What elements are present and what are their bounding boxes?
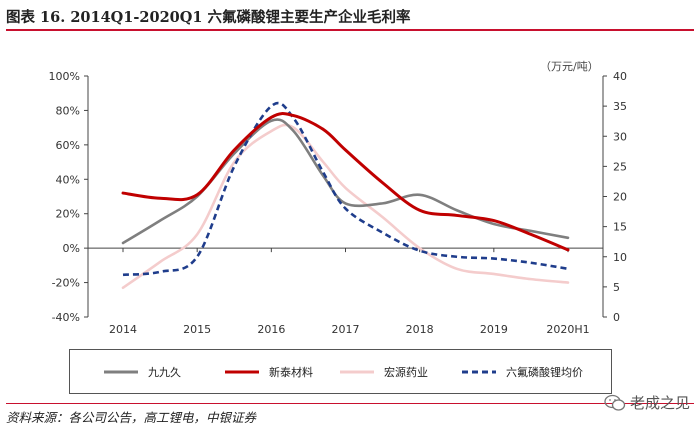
y-left-tick-label: -40% bbox=[52, 311, 80, 324]
x-tick-label: 2020H1 bbox=[546, 323, 589, 336]
x-tick-label: 2016 bbox=[257, 323, 285, 336]
series-line-0 bbox=[121, 118, 570, 245]
y-right-tick-label: 5 bbox=[613, 281, 620, 294]
y-left-tick-label: 80% bbox=[56, 104, 80, 117]
legend-label-xintai: 新泰材料 bbox=[269, 366, 313, 379]
source-note: 资料来源：各公司公告，高工锂电，中银证券 bbox=[6, 410, 257, 425]
y-right-tick-label: 15 bbox=[613, 221, 627, 234]
y-right-tick-label: 25 bbox=[613, 160, 627, 173]
y-right-tick-label: 30 bbox=[613, 130, 627, 143]
x-tick-label: 2015 bbox=[183, 323, 211, 336]
y-left-tick-label: 60% bbox=[56, 139, 80, 152]
y-left-tick-label: -20% bbox=[52, 277, 80, 290]
legend-label-lipf6-price: 六氟磷酸锂均价 bbox=[506, 366, 583, 379]
legend-swatch-lipf6-price bbox=[462, 370, 496, 374]
title-rule bbox=[6, 29, 694, 31]
legend-swatch-jiujiujiu bbox=[104, 370, 138, 374]
y-right-tick-label: 20 bbox=[613, 191, 627, 204]
legend-swatch-hongyuan bbox=[340, 370, 374, 374]
legend-swatch-xintai bbox=[225, 370, 259, 374]
x-tick-label: 2017 bbox=[332, 323, 360, 336]
series-line-2 bbox=[121, 123, 570, 290]
x-tick-label: 2014 bbox=[109, 323, 137, 336]
legend-item-lipf6-price: 六氟磷酸锂均价 bbox=[462, 364, 583, 380]
y-right-tick-label: 40 bbox=[613, 70, 627, 83]
legend-item-jiujiujiu: 九九久 bbox=[104, 364, 181, 380]
legend-item-xintai: 新泰材料 bbox=[225, 364, 313, 380]
watermark: 老成之见 bbox=[604, 392, 690, 413]
y-right-tick-label: 35 bbox=[613, 100, 627, 113]
x-tick-label: 2018 bbox=[406, 323, 434, 336]
y-right-tick-label: 10 bbox=[613, 251, 627, 264]
chart-title: 图表 16. 2014Q1-2020Q1 六氟磷酸锂主要生产企业毛利率 bbox=[6, 9, 411, 26]
series-line-3 bbox=[122, 101, 569, 277]
x-tick-label: 2019 bbox=[480, 323, 508, 336]
chart-legend: 九九久 新泰材料 宏源药业 六氟磷酸锂均价 bbox=[69, 349, 612, 394]
wechat-icon bbox=[604, 394, 626, 411]
legend-label-jiujiujiu: 九九久 bbox=[148, 366, 181, 379]
y-left-tick-label: 40% bbox=[56, 173, 80, 186]
right-axis-unit-label: （万元/吨） bbox=[540, 60, 599, 73]
legend-label-hongyuan: 宏源药业 bbox=[384, 366, 428, 379]
series-line-1 bbox=[121, 112, 570, 252]
y-left-tick-label: 20% bbox=[56, 208, 80, 221]
footer-rule bbox=[6, 403, 694, 404]
y-left-tick-label: 100% bbox=[49, 70, 80, 83]
watermark-text: 老成之见 bbox=[629, 394, 690, 412]
y-left-tick-label: 0% bbox=[63, 242, 80, 255]
legend-item-hongyuan: 宏源药业 bbox=[340, 364, 428, 380]
y-right-tick-label: 0 bbox=[613, 311, 620, 324]
